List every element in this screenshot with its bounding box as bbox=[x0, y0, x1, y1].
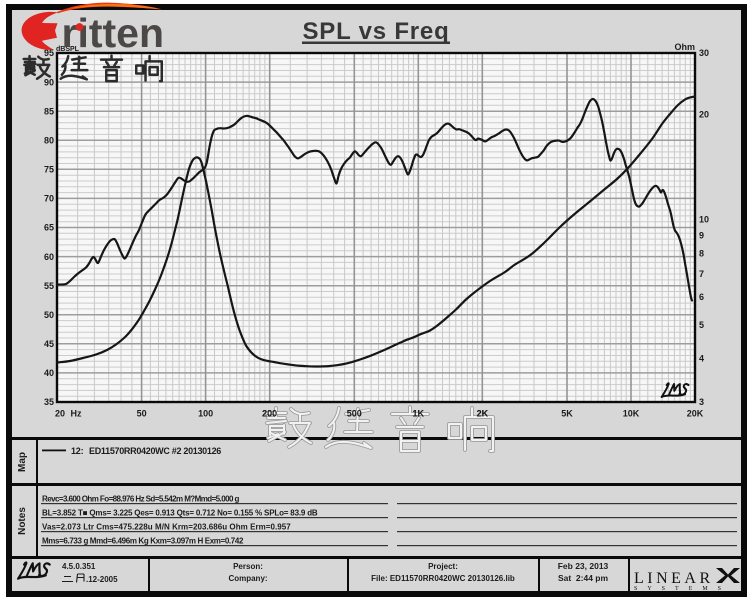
svg-text:Vas=2.073 Ltr Cms=475.228u M/: Vas=2.073 Ltr Cms=475.228u M/N Krm=203.6… bbox=[42, 523, 291, 532]
svg-text:Notes: Notes bbox=[17, 507, 28, 535]
svg-text:LINEAR: LINEAR bbox=[634, 570, 714, 587]
svg-text:70: 70 bbox=[44, 194, 54, 204]
svg-text:95: 95 bbox=[44, 48, 54, 58]
svg-text:8: 8 bbox=[699, 249, 704, 259]
svg-text:55: 55 bbox=[44, 281, 54, 291]
svg-text:SYSTEMS: SYSTEMS bbox=[634, 586, 731, 592]
svg-text:Mms=6.733 g Mmd=6.496m Kg Kx: Mms=6.733 g Mmd=6.496m Kg Kxm=3.097m H E… bbox=[42, 537, 244, 546]
svg-text:2K: 2K bbox=[477, 409, 489, 419]
svg-text:4.5.0.351: 4.5.0.351 bbox=[62, 562, 96, 571]
svg-text:75: 75 bbox=[44, 165, 54, 175]
svg-text:10K: 10K bbox=[623, 409, 640, 419]
svg-text:Person:: Person: bbox=[233, 562, 263, 571]
svg-text:Sat 2:44 pm: Sat 2:44 pm bbox=[558, 573, 609, 583]
svg-text:30: 30 bbox=[699, 48, 709, 58]
svg-text:90: 90 bbox=[44, 77, 54, 87]
svg-text:5: 5 bbox=[699, 320, 704, 330]
svg-text:.12-2005: .12-2005 bbox=[86, 575, 118, 584]
svg-text:7: 7 bbox=[699, 269, 704, 279]
svg-text:200: 200 bbox=[262, 409, 277, 419]
svg-text:60: 60 bbox=[44, 252, 54, 262]
svg-text:2K: 2K bbox=[477, 409, 489, 419]
svg-text:Company:: Company: bbox=[228, 574, 267, 583]
svg-text:Hz: Hz bbox=[71, 409, 82, 419]
svg-text:File: ED11570RR0420WC 20130126: File: ED11570RR0420WC 20130126.lib bbox=[371, 574, 515, 583]
svg-text:45: 45 bbox=[44, 339, 54, 349]
svg-text:ED11570RR0420WC #2 20130126: ED11570RR0420WC #2 20130126 bbox=[89, 446, 221, 456]
svg-text:6: 6 bbox=[699, 292, 704, 302]
svg-text:1K: 1K bbox=[413, 409, 425, 419]
svg-text:3: 3 bbox=[699, 397, 704, 407]
svg-text:40: 40 bbox=[44, 368, 54, 378]
svg-text:10: 10 bbox=[699, 215, 709, 225]
svg-text:35: 35 bbox=[44, 397, 54, 407]
svg-text:500: 500 bbox=[347, 409, 362, 419]
svg-text:85: 85 bbox=[44, 106, 54, 116]
svg-text:80: 80 bbox=[44, 135, 54, 145]
svg-text:12:: 12: bbox=[71, 446, 84, 456]
svg-text:BL=3.852 T■ Qms= 3.225 Qes=: BL=3.852 T■ Qms= 3.225 Qes= 0.913 Qts= 0… bbox=[42, 509, 318, 518]
svg-text:Project:: Project: bbox=[428, 562, 458, 571]
svg-text:Feb 23, 2013: Feb 23, 2013 bbox=[558, 561, 609, 571]
svg-text:20K: 20K bbox=[687, 409, 704, 419]
svg-text:20: 20 bbox=[699, 110, 709, 120]
svg-text:Ohm: Ohm bbox=[674, 42, 695, 52]
svg-text:Map: Map bbox=[17, 452, 28, 472]
svg-text:dBSPL: dBSPL bbox=[56, 46, 80, 53]
svg-text:5K: 5K bbox=[561, 409, 573, 419]
svg-text:65: 65 bbox=[44, 223, 54, 233]
svg-text:SPL vs Freq: SPL vs Freq bbox=[302, 18, 449, 45]
svg-text:50: 50 bbox=[44, 310, 54, 320]
svg-text:100: 100 bbox=[198, 409, 213, 419]
svg-text:9: 9 bbox=[699, 231, 704, 241]
svg-text:20: 20 bbox=[55, 409, 65, 419]
svg-text:ritten: ritten bbox=[62, 10, 165, 56]
svg-text:50: 50 bbox=[137, 409, 147, 419]
svg-text:Revc=3.600 Ohm Fo=88.976 Hz: Revc=3.600 Ohm Fo=88.976 Hz Sd=5.542m M?… bbox=[42, 495, 240, 504]
svg-text:4: 4 bbox=[699, 354, 704, 364]
